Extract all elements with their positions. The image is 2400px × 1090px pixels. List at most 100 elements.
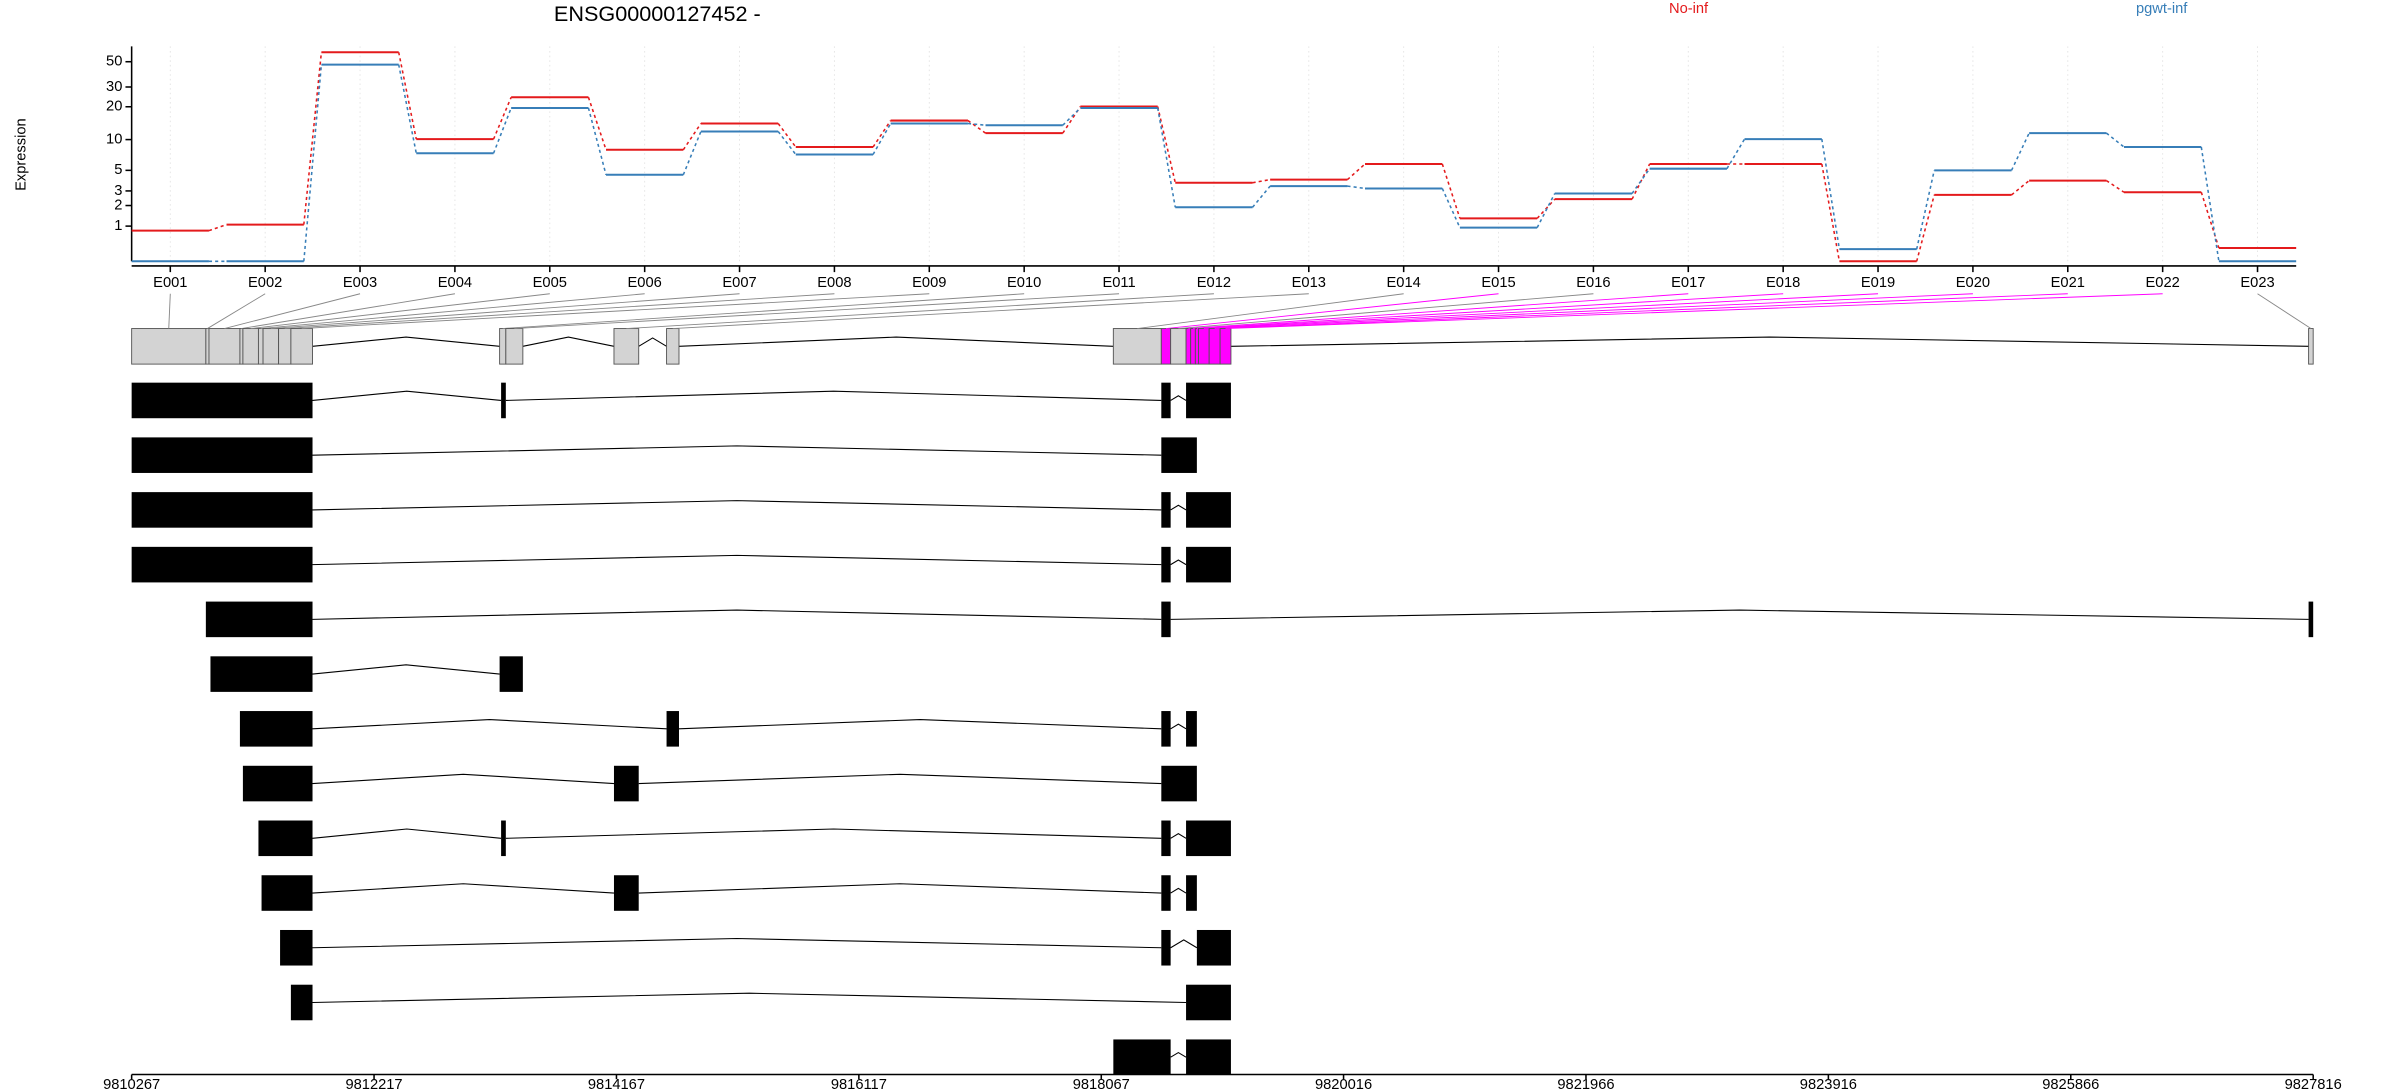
transcript-exon <box>501 820 506 857</box>
x-tick-label: E015 <box>1481 275 1515 291</box>
genomic-tick-label: 9818067 <box>1073 1077 1130 1090</box>
connector <box>587 97 607 151</box>
genomic-tick-label: 9816117 <box>831 1077 887 1090</box>
exon-link <box>1178 293 1594 330</box>
transcript-exon <box>131 382 313 419</box>
transcript-exon <box>2308 601 2314 638</box>
genomic-tick-label: 9825866 <box>2042 1077 2099 1090</box>
x-tick-label: E020 <box>1956 275 1990 291</box>
connector <box>682 123 702 151</box>
exon-link <box>250 293 550 330</box>
transcript-intron <box>1170 504 1187 511</box>
x-tick-label: E003 <box>343 275 377 291</box>
x-tick-label: E016 <box>1576 275 1610 291</box>
transcript-intron <box>1170 609 2309 620</box>
transcript-exon <box>613 875 639 911</box>
transcript-intron <box>312 609 1162 620</box>
x-tick-label: E017 <box>1671 275 1705 291</box>
exon <box>208 328 241 365</box>
connector <box>1536 193 1556 229</box>
connector <box>1821 163 1841 262</box>
transcript-intron <box>505 828 1162 839</box>
exon <box>278 328 292 365</box>
intron <box>522 336 615 347</box>
transcript-exon <box>131 437 313 473</box>
transcript-intron <box>312 664 500 675</box>
connector <box>2010 132 2030 171</box>
connector <box>872 120 892 148</box>
transcript-intron <box>1170 939 1198 949</box>
exon <box>1190 328 1196 365</box>
transcript-exon <box>261 875 313 911</box>
exon-link <box>1203 293 1973 330</box>
transcript-intron <box>312 719 667 730</box>
connector <box>1251 185 1271 208</box>
transcript-exon <box>1161 601 1171 638</box>
exon-link <box>672 293 1309 330</box>
transcript-exon <box>280 929 313 966</box>
transcript-exon <box>131 546 313 583</box>
exon-link <box>1137 293 1404 330</box>
exon-link <box>1188 293 1689 330</box>
exon <box>257 328 264 365</box>
connector <box>1631 168 1651 194</box>
transcript-intron <box>312 773 615 785</box>
connector <box>967 122 986 126</box>
genomic-tick-label: 9814167 <box>588 1077 645 1090</box>
y-tick-label: 1 <box>114 218 122 234</box>
y-axis-label: Expression <box>14 118 30 191</box>
x-tick-label: E022 <box>2146 275 2180 291</box>
transcript-intron <box>638 773 1162 785</box>
legend-entry: No-inf <box>1669 1 1709 17</box>
transcript-exon <box>499 656 523 692</box>
y-tick-label: 5 <box>114 162 122 178</box>
exon-link <box>301 293 930 330</box>
x-tick-label: E007 <box>722 275 756 291</box>
transcript-exon <box>1161 875 1171 911</box>
connector <box>1915 170 1936 250</box>
exon-link <box>168 293 171 329</box>
connector <box>397 64 418 154</box>
x-tick-label: E002 <box>248 275 282 291</box>
connector <box>1441 188 1461 228</box>
transcript-exon <box>290 984 313 1021</box>
exon-link <box>1196 293 1879 330</box>
transcript-intron <box>312 937 1162 949</box>
exon <box>1170 328 1187 365</box>
transcript-intron <box>1170 395 1187 401</box>
genomic-tick-label: 9823916 <box>1800 1077 1857 1090</box>
transcript-exon <box>1161 765 1197 802</box>
transcript-exon <box>210 656 313 692</box>
exon <box>666 328 680 365</box>
exon-link <box>270 293 740 330</box>
transcript-intron <box>1170 1051 1187 1058</box>
transcript-exon <box>1161 492 1171 528</box>
transcript-exon <box>1113 1039 1171 1076</box>
transcript-exon <box>1186 382 1231 419</box>
transcript-intron <box>312 828 502 839</box>
genomic-tick-label: 9810267 <box>103 1077 160 1090</box>
transcript-intron <box>312 445 1162 456</box>
connector <box>1346 163 1366 181</box>
transcript-exon <box>1186 820 1231 857</box>
genomic-tick-label: 9827816 <box>2285 1077 2342 1090</box>
exon-link <box>260 293 645 330</box>
x-tick-label: E014 <box>1387 275 1421 291</box>
transcript-exon <box>242 765 313 802</box>
exon-link <box>514 293 1120 330</box>
connector <box>2200 146 2220 262</box>
connector <box>682 131 702 176</box>
connector <box>1252 178 1271 184</box>
connector <box>208 223 227 232</box>
transcript-exon <box>1161 711 1171 747</box>
x-tick-label: E012 <box>1197 275 1231 291</box>
connector <box>1821 139 1841 250</box>
transcript-exon <box>1161 382 1171 419</box>
connector <box>1156 107 1177 208</box>
transcript-intron <box>312 554 1162 566</box>
connector <box>492 107 512 154</box>
transcript-intron <box>312 390 502 401</box>
transcript-exon <box>1161 437 1197 473</box>
y-tick-label: 10 <box>106 131 122 147</box>
